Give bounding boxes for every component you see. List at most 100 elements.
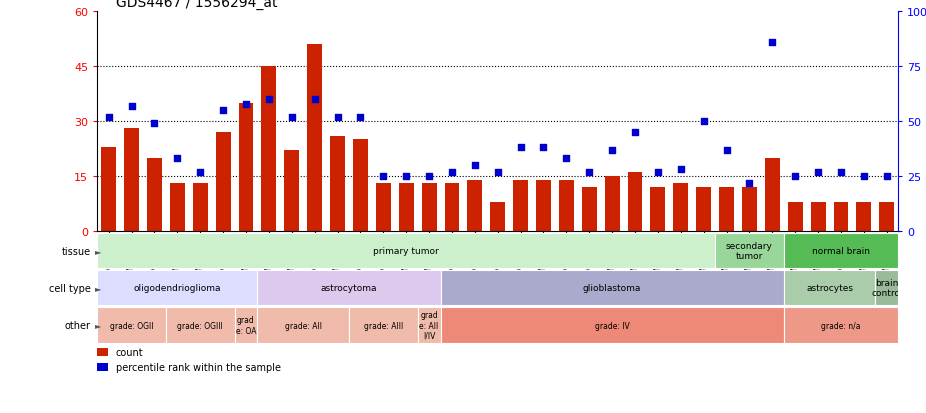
Text: grade: n/a: grade: n/a — [821, 321, 861, 330]
Bar — [330, 136, 345, 231]
Bar — [234, 308, 257, 343]
Point — [169, 156, 184, 162]
Point — [147, 121, 162, 127]
Bar — [284, 151, 299, 231]
Bar — [421, 184, 436, 231]
Bar — [147, 158, 162, 231]
Point — [811, 169, 826, 176]
Text: primary tumor: primary tumor — [373, 247, 439, 255]
Bar — [166, 308, 234, 343]
Bar — [124, 129, 139, 231]
Text: cell type: cell type — [49, 283, 91, 293]
Text: glioblastoma: glioblastoma — [583, 284, 642, 292]
Bar — [715, 233, 783, 268]
Bar — [444, 184, 459, 231]
Text: oligodendrioglioma: oligodendrioglioma — [133, 284, 221, 292]
Point — [673, 167, 688, 173]
Bar — [605, 177, 619, 231]
Bar — [783, 271, 875, 306]
Bar — [765, 158, 780, 231]
Point — [605, 147, 619, 154]
Bar — [216, 133, 231, 231]
Bar — [582, 188, 596, 231]
Point — [307, 97, 322, 103]
Point — [239, 101, 254, 108]
Bar — [257, 308, 349, 343]
Bar — [349, 308, 418, 343]
Point — [491, 169, 506, 176]
Bar — [513, 180, 528, 231]
Point — [788, 173, 803, 180]
Point — [421, 173, 436, 180]
Point — [101, 114, 116, 121]
Text: astrocytoma: astrocytoma — [320, 284, 377, 292]
Text: count: count — [116, 347, 144, 357]
Text: ►: ► — [95, 247, 102, 255]
Point — [468, 162, 482, 169]
Bar — [101, 147, 116, 231]
Bar — [783, 308, 898, 343]
Text: ►: ► — [95, 284, 102, 292]
Bar — [857, 202, 871, 231]
Text: other: other — [65, 320, 91, 330]
Bar — [376, 184, 391, 231]
Bar — [490, 202, 506, 231]
Bar — [97, 271, 257, 306]
Text: grade: AIII: grade: AIII — [364, 321, 403, 330]
Point — [193, 169, 207, 176]
Bar — [742, 188, 757, 231]
Point — [559, 156, 574, 162]
Text: grade: OGIII: grade: OGIII — [178, 321, 223, 330]
Text: grade: OGII: grade: OGII — [110, 321, 154, 330]
Bar — [399, 184, 414, 231]
Bar — [441, 271, 783, 306]
Bar — [810, 202, 826, 231]
Bar — [673, 184, 688, 231]
Point — [880, 173, 895, 180]
Text: grad
e: OA: grad e: OA — [236, 316, 257, 335]
Bar — [650, 188, 666, 231]
Text: grade: AII: grade: AII — [284, 321, 321, 330]
Bar — [97, 363, 107, 370]
Point — [857, 173, 871, 180]
Bar — [783, 233, 898, 268]
Text: astrocytes: astrocytes — [806, 284, 853, 292]
Bar — [193, 184, 207, 231]
Bar — [628, 173, 643, 231]
Point — [696, 119, 711, 125]
Text: grad
e: All
I/IV: grad e: All I/IV — [419, 311, 439, 340]
Bar — [239, 104, 254, 231]
Text: grade: IV: grade: IV — [594, 321, 630, 330]
Point — [376, 173, 391, 180]
Bar — [307, 45, 322, 231]
Bar — [720, 188, 734, 231]
Bar — [875, 271, 898, 306]
Bar — [441, 308, 783, 343]
Bar — [559, 180, 574, 231]
Point — [444, 169, 459, 176]
Point — [330, 114, 344, 121]
Point — [261, 97, 276, 103]
Bar — [257, 271, 441, 306]
Point — [124, 103, 139, 110]
Bar — [880, 202, 895, 231]
Point — [720, 147, 734, 154]
Text: GDS4467 / 1556294_at: GDS4467 / 1556294_at — [116, 0, 277, 10]
Bar — [468, 180, 482, 231]
Bar — [261, 67, 276, 231]
Point — [742, 180, 757, 186]
Point — [650, 169, 665, 176]
Text: ►: ► — [95, 321, 102, 330]
Point — [399, 173, 414, 180]
Point — [582, 169, 596, 176]
Point — [628, 130, 643, 136]
Bar — [169, 184, 185, 231]
Point — [353, 114, 368, 121]
Bar — [97, 233, 715, 268]
Bar — [696, 188, 711, 231]
Bar — [788, 202, 803, 231]
Text: brain
control: brain control — [871, 278, 903, 298]
Text: secondary
tumor: secondary tumor — [726, 241, 773, 261]
Point — [536, 145, 551, 152]
Text: tissue: tissue — [62, 246, 91, 256]
